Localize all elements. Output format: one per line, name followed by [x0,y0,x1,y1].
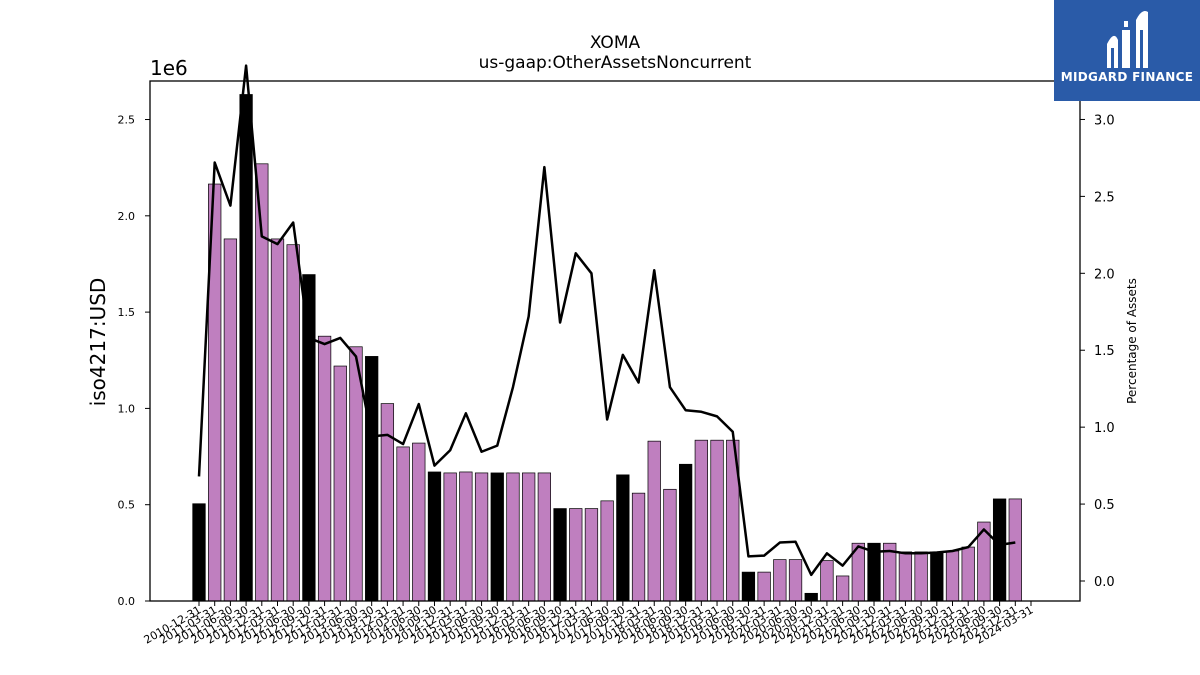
percentage-of-assets-line [197,64,1016,577]
bar-2010-12-31 [192,503,206,602]
bar-2015-09-30 [490,472,504,602]
bar-2018-03-31 [647,440,661,602]
bar-2020-06-30 [788,559,803,602]
bar-2014-03-31 [396,446,410,602]
bar-2017-03-31 [584,508,599,602]
bar-2015-12-31 [506,472,520,602]
bar-2016-03-31 [522,472,536,602]
bar-2011-09-30 [239,94,253,602]
y-tick-label-2.5: 2.5 [118,114,136,127]
y-axis-label: iso4217:USD [86,277,110,407]
secondary-y-axis-label: Percentage of Assets [1125,278,1139,404]
y-tick-label-0.0: 0.0 [118,595,136,608]
bar-2012-12-31 [317,335,332,602]
bar-2018-12-31 [694,439,708,602]
bar-2017-09-30 [616,474,630,602]
bar-2013-09-30 [365,356,379,602]
bar-2016-06-30 [537,472,551,602]
y-tick-label-1.5: 1.5 [118,306,136,319]
right-y-axis: 0.0 0.5 1.0 1.5 2.0 2.5 3.0 [1080,113,1115,590]
bar-2015-03-31 [459,471,473,602]
y-tick-label-0.5: 0.5 [118,499,136,512]
y2-tick-label-0.5: 0.5 [1094,498,1115,513]
bar-2020-12-31 [820,560,834,602]
bar-2022-06-30 [914,551,928,602]
bar-2023-09-30 [992,498,1007,602]
bar-2022-12-31 [945,550,960,602]
chart-title: XOMA [589,33,641,53]
bar-2023-03-31 [961,546,975,602]
bar-2023-12-31 [1008,498,1022,602]
logo-mark-icon [1107,11,1148,68]
bar-2016-09-30 [553,508,567,602]
bar-2021-03-31 [835,575,850,602]
y2-tick-label-3.0: 3.0 [1094,113,1115,128]
brand-logo: MIDGARD FINANCE [1054,0,1200,101]
y-tick-label-2.0: 2.0 [118,210,136,223]
y2-tick-label-1.5: 1.5 [1094,344,1115,359]
bar-2018-06-30 [663,488,677,602]
bar-2012-03-31 [270,238,285,602]
y2-tick-label-2.0: 2.0 [1094,267,1115,282]
x-axis: 2010-12-312011-03-312011-06-302011-09-30… [142,601,1036,647]
bar-2019-03-31 [710,439,724,602]
bar-2019-09-30 [741,571,756,602]
bar-2013-12-31 [380,403,395,602]
y2-tick-label-1.0: 1.0 [1094,421,1115,436]
bar-2015-06-30 [474,472,489,602]
left-y-axis: 0.0 0.5 1.0 1.5 2.0 2.5 [118,114,150,608]
bar-2014-09-30 [427,471,442,602]
bar-2017-06-30 [600,500,614,602]
y2-tick-label-0.0: 0.0 [1094,575,1115,590]
bar-2022-09-30 [930,551,944,602]
bar-2018-09-30 [679,463,693,602]
bar-2014-12-31 [443,472,457,602]
brand-name: MIDGARD FINANCE [1060,70,1194,84]
y-tick-label-1.0: 1.0 [118,402,136,415]
bar-series [192,94,1022,602]
chart-subtitle: us-gaap:OtherAssetsNoncurrent [478,53,752,73]
plot-frame [149,80,1081,602]
bar-2011-06-30 [223,238,238,602]
bar-2012-06-30 [286,244,300,602]
bar-2014-06-30 [412,442,426,602]
bar-2019-12-31 [757,571,771,602]
bar-2020-09-30 [804,592,818,602]
y-axis-offset-label: 1e6 [150,56,188,80]
bar-2013-03-31 [333,365,347,602]
bar-2017-12-31 [631,492,646,602]
bar-2020-03-31 [773,559,787,602]
y2-tick-label-2.5: 2.5 [1094,190,1115,205]
bar-2016-12-31 [569,508,583,602]
bar-2012-09-30 [302,274,316,602]
bar-2022-03-31 [898,551,913,602]
